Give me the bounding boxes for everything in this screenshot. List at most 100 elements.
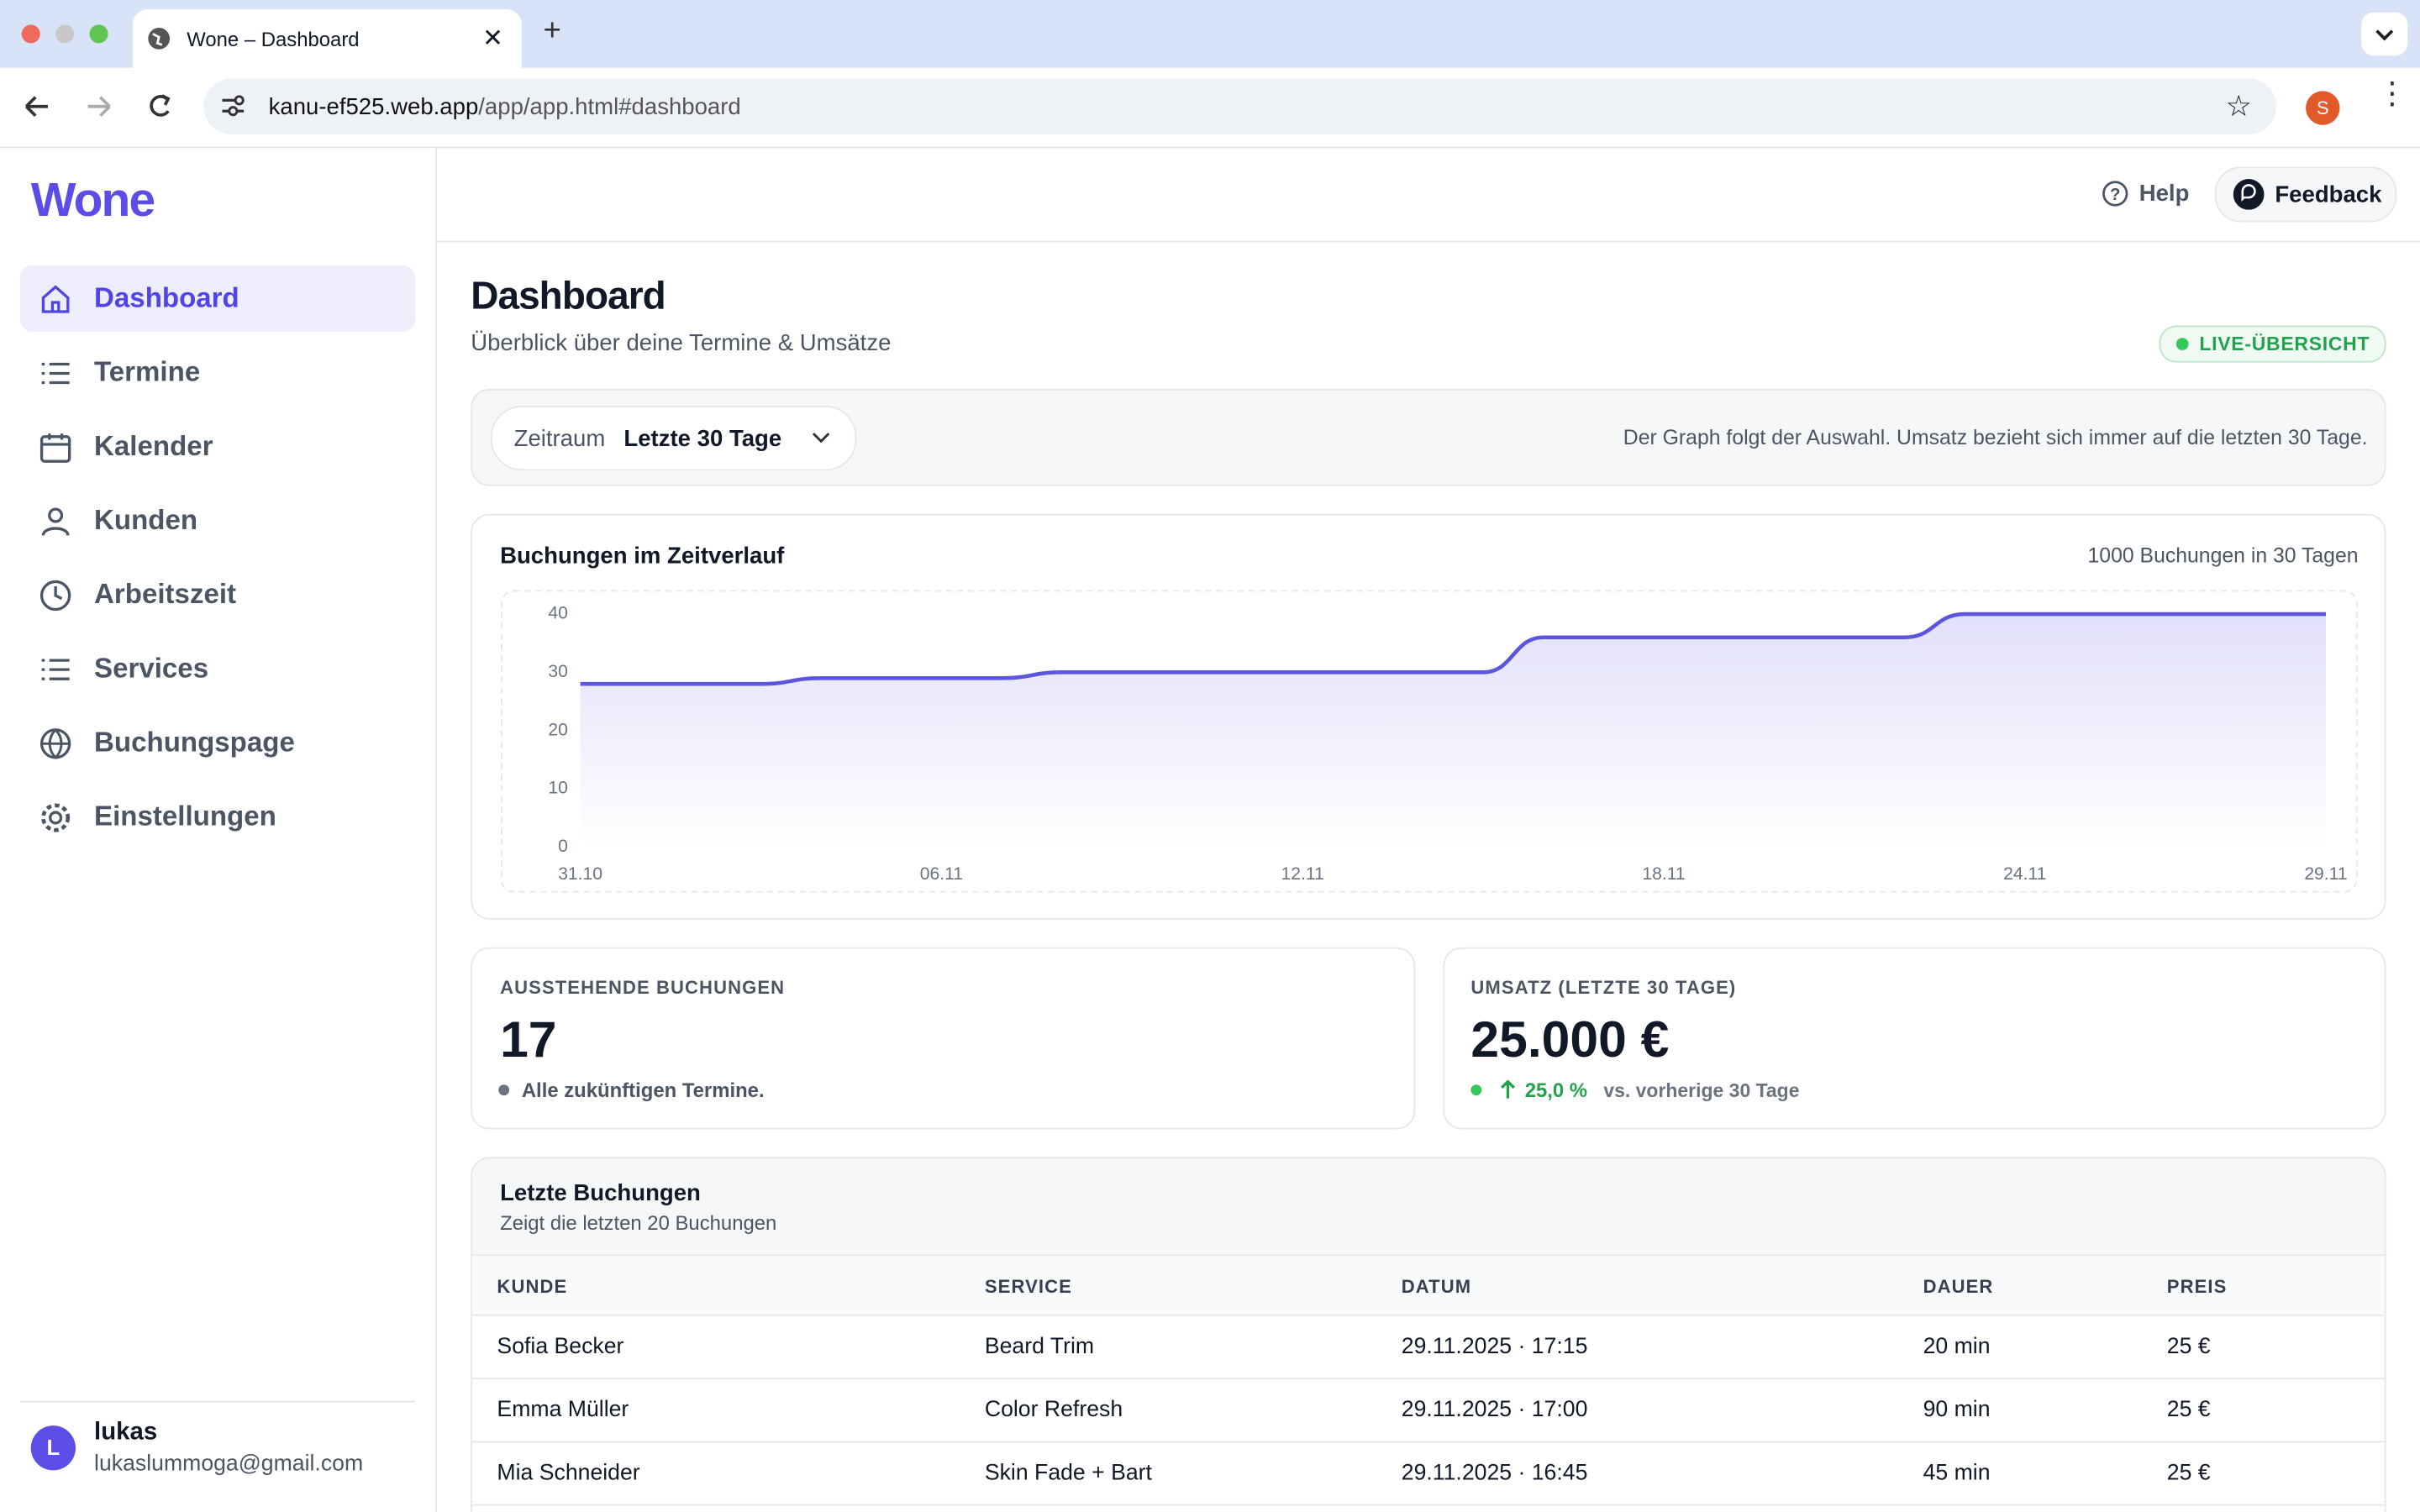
badge-label: LIVE-ÜBERSICHT	[2199, 333, 2370, 355]
tab-close[interactable]: ✕	[482, 26, 503, 53]
table-cell: Color Refresh	[984, 1398, 1123, 1423]
y-tick-label: 20	[548, 720, 567, 739]
toolbar: kanu-ef525.web.app/app/app.html#dashboar…	[0, 67, 2420, 149]
chart-title: Buchungen im Zeitverlauf	[500, 542, 785, 568]
nav-label: Services	[94, 652, 209, 684]
help-label: Help	[2139, 180, 2190, 207]
tab-title: Wone – Dashboard	[187, 27, 360, 50]
stat-card: UMSATZ (LETZTE 30 TAGE) 25.000 € 25,0 % …	[1443, 947, 2386, 1130]
user-avatar: L	[30, 1425, 76, 1471]
address-bar[interactable]: kanu-ef525.web.app/app/app.html#dashboar…	[203, 78, 2277, 134]
column-header: KUNDE	[497, 1275, 568, 1298]
table-row: Emma Müller Color Refresh 29.11.2025 · 17:…	[472, 1379, 2385, 1443]
maximize-window[interactable]	[89, 24, 108, 44]
area	[580, 614, 2326, 848]
logo[interactable]: Wone	[30, 172, 155, 228]
divider	[19, 1400, 416, 1403]
close-window[interactable]	[21, 24, 40, 44]
table-card: Letzte Buchungen Zeigt die letzten 20 Bu…	[471, 1157, 2386, 1512]
table-title: Letzte Buchungen	[500, 1180, 701, 1207]
feedback-label: Feedback	[2275, 181, 2382, 208]
table-cell: 29.11.2025 · 16:45	[1401, 1461, 1588, 1486]
page-subtitle: Überblick über deine Termine & Umsätze	[471, 330, 892, 357]
chart: Buchungen im Zeitverlauf 1000 Buchungen …	[500, 542, 2359, 893]
table-cell: Beard Trim	[984, 1334, 1095, 1360]
column-header: PREIS	[2166, 1275, 2228, 1298]
table-cell: 45 min	[1923, 1461, 1991, 1486]
table-cell: Skin Fade + Bart	[984, 1461, 1152, 1486]
nav-item[interactable]: Services	[20, 636, 415, 702]
table-cell: 90 min	[1923, 1398, 1991, 1423]
svg-text:?: ?	[2110, 186, 2120, 204]
period-select[interactable]: Zeitraum Letzte 30 Tage	[491, 406, 857, 471]
chart-card: Buchungen im Zeitverlauf 1000 Buchungen …	[471, 513, 2386, 920]
nav-label: Termine	[94, 356, 201, 388]
nav-label: Kunden	[94, 504, 198, 536]
bookings-table: KUNDE SERVICE DATUM DAUER PREIS Sofia Becker B…	[472, 1256, 2385, 1506]
bookmark-star[interactable]: ☆	[2225, 90, 2252, 123]
tab-icon	[148, 28, 171, 50]
x-tick-label: 29.11	[2304, 864, 2347, 884]
nav-item[interactable]: Dashboard	[19, 265, 416, 332]
y-tick-label: 30	[548, 662, 567, 681]
x-tick-label: 31.10	[558, 864, 602, 884]
nav-label: Dashboard	[94, 282, 239, 313]
user-name: lukas	[94, 1419, 158, 1446]
nav-item[interactable]: Kunden	[20, 487, 415, 554]
stat-label: UMSATZ (LETZTE 30 TAGE)	[1470, 976, 1737, 999]
y-tick-label: 40	[548, 604, 567, 623]
help-button[interactable]: ? Help	[2102, 180, 2190, 207]
nav-label: Buchungspage	[94, 727, 295, 758]
sidebar: Wone Dashboard Termine Kalender Kunden A…	[0, 148, 437, 1512]
new-tab[interactable]: +	[543, 13, 561, 48]
nav-buttons[interactable]	[18, 91, 188, 124]
chart-summary: 1000 Buchungen in 30 Tagen	[2088, 545, 2359, 568]
table-subtitle: Zeigt die letzten 20 Buchungen	[500, 1210, 777, 1235]
nav-item[interactable]: Termine	[20, 339, 415, 406]
column-header: SERVICE	[984, 1275, 1072, 1298]
top-bar: ? Help Feedback	[436, 148, 2420, 243]
tab-bar: Wone – Dashboard ✕ +	[0, 0, 2420, 68]
table-cell: 25 €	[2166, 1334, 2211, 1360]
table-cell: 20 min	[1923, 1334, 1991, 1360]
live-badge: LIVE-ÜBERSICHT	[2159, 325, 2387, 363]
nav-item[interactable]: Einstellungen	[20, 784, 415, 850]
select-value: Letzte 30 Tage	[623, 425, 782, 452]
stat-value: 17	[500, 1011, 557, 1068]
browser-menu[interactable]: ⋮	[2376, 76, 2408, 112]
filter-bar: Zeitraum Letzte 30 Tage Der Graph folgt …	[471, 388, 2386, 486]
filter-note: Der Graph folgt der Auswahl. Umsatz bezi…	[1623, 425, 2368, 449]
stat-note: vs. vorherige 30 Tage	[1603, 1079, 1800, 1102]
table-cell: Mia Schneider	[497, 1461, 640, 1486]
minimize-window[interactable]	[55, 24, 75, 44]
table-row: Mia Schneider Skin Fade + Bart 29.11.2025 …	[472, 1442, 2385, 1506]
nav-label: Kalender	[94, 430, 213, 462]
nav-item[interactable]: Kalender	[20, 413, 415, 480]
feedback-button[interactable]: Feedback	[2214, 166, 2397, 223]
stat-note: Alle zukünftigen Termine.	[521, 1078, 765, 1102]
x-tick-label: 18.11	[1642, 864, 1685, 884]
column-header: DAUER	[1923, 1275, 1994, 1298]
profile-avatar[interactable]: S	[2306, 91, 2340, 125]
stat-dot	[1470, 1084, 1482, 1096]
stat-card: AUSSTEHENDE BUCHUNGEN 17 Alle zukünftige…	[471, 947, 1416, 1130]
table-cell: 29.11.2025 · 17:15	[1401, 1334, 1588, 1360]
up-arrow	[1500, 1079, 1516, 1099]
table-cell: 29.11.2025 · 17:00	[1401, 1398, 1588, 1423]
x-tick-label: 12.11	[1281, 864, 1324, 884]
line	[580, 612, 2326, 686]
tab-menu[interactable]	[2361, 12, 2408, 56]
table-cell: Sofia Becker	[497, 1334, 624, 1360]
nav-item[interactable]: Arbeitszeit	[20, 562, 415, 628]
nav-label: Arbeitszeit	[94, 578, 237, 610]
y-tick-label: 0	[558, 837, 568, 856]
nav-label: Einstellungen	[94, 801, 276, 832]
stat-change: 25,0 %	[1524, 1078, 1588, 1102]
nav-item[interactable]: Buchungspage	[20, 710, 415, 776]
browser-tab[interactable]: Wone – Dashboard ✕	[132, 9, 522, 68]
page-title: Dashboard	[471, 274, 666, 318]
url-path: /app/app.html#dashboard	[478, 93, 741, 120]
table-head-row: KUNDE SERVICE DATUM DAUER PREIS	[472, 1256, 2385, 1316]
